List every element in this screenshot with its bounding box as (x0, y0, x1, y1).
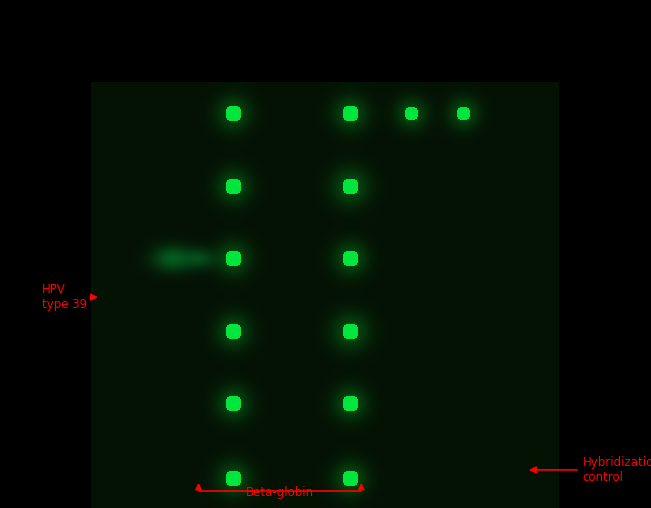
Text: Hybridization
control: Hybridization control (531, 456, 651, 484)
Text: Beta-globin: Beta-globin (246, 486, 314, 499)
Text: HPV
type 39: HPV type 39 (42, 283, 96, 311)
